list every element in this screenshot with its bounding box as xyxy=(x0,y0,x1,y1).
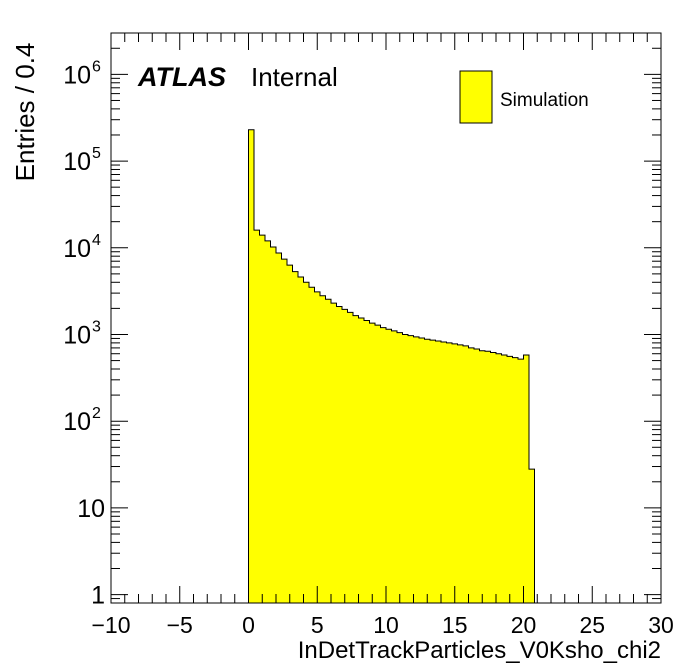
x-tick-label: 10 xyxy=(373,612,399,638)
histogram-bar xyxy=(490,352,497,603)
histogram-bar xyxy=(408,335,414,603)
x-tick-label: 30 xyxy=(648,612,674,638)
histogram-bar xyxy=(276,253,282,603)
histogram-bar xyxy=(254,230,260,604)
histogram-bar xyxy=(529,469,535,603)
histogram-bar xyxy=(375,325,381,603)
internal-label: Internal xyxy=(251,62,338,92)
y-tick-label: 10 xyxy=(77,495,105,523)
histogram-bar xyxy=(265,240,271,603)
legend-label-simulation: Simulation xyxy=(500,90,589,111)
histogram-bar xyxy=(320,295,326,603)
x-tick-label: 5 xyxy=(311,612,324,638)
x-tick-label: 15 xyxy=(442,612,468,638)
histogram-bar xyxy=(314,291,321,603)
histogram-bar xyxy=(463,345,469,603)
histogram-bar xyxy=(391,330,398,603)
histogram-bar xyxy=(364,320,370,603)
x-tick-label: 20 xyxy=(511,612,537,638)
histogram-bar xyxy=(358,317,365,603)
y-tick-exponent: 5 xyxy=(92,145,101,162)
histogram-bar xyxy=(512,357,519,603)
histogram-bar xyxy=(523,354,530,603)
histogram-bar xyxy=(325,299,332,603)
histogram-bar xyxy=(270,247,277,604)
histogram-bar xyxy=(369,323,376,603)
y-tick-label: 10 xyxy=(63,148,91,176)
y-tick-exponent: 4 xyxy=(92,232,101,249)
x-tick-label: −10 xyxy=(91,612,130,638)
histogram-bar xyxy=(496,353,502,603)
x-tick-label: 25 xyxy=(579,612,605,638)
histogram-bar xyxy=(402,334,409,603)
histogram-bar xyxy=(518,359,524,603)
histogram-bar xyxy=(342,309,348,603)
histogram-bar xyxy=(331,303,337,603)
legend: Simulation xyxy=(459,70,589,124)
y-tick-label: 10 xyxy=(63,321,91,349)
atlas-label: ATLAS xyxy=(137,62,226,92)
histogram-bar xyxy=(353,315,359,603)
x-axis-label: InDetTrackParticles_V0Ksho_chi2 xyxy=(298,637,661,664)
histogram-bar xyxy=(303,282,310,603)
histogram-bar xyxy=(281,259,288,603)
histogram-bar xyxy=(347,312,354,603)
histogram-bar xyxy=(424,339,431,603)
histogram-bar xyxy=(474,349,480,603)
histogram-bar xyxy=(287,265,293,603)
histogram-bar xyxy=(441,341,447,603)
legend-swatch-simulation xyxy=(459,70,493,124)
y-tick-label: 10 xyxy=(63,235,91,263)
histogram-bar xyxy=(292,271,299,603)
histogram-bar xyxy=(507,356,513,603)
histogram-bar xyxy=(248,129,255,603)
y-tick-label: 10 xyxy=(63,408,91,436)
histogram-bar xyxy=(430,340,436,603)
histogram-bar xyxy=(468,347,475,603)
histogram-bar xyxy=(485,351,491,603)
histogram-bar xyxy=(397,332,403,603)
histogram-bar xyxy=(452,343,458,603)
histogram-outline xyxy=(248,129,535,603)
y-tick-exponent: 2 xyxy=(92,405,101,422)
histogram-bar xyxy=(419,338,425,603)
y-tick-exponent: 3 xyxy=(92,318,101,335)
axis-ticks xyxy=(110,32,662,604)
histogram-bar xyxy=(413,336,420,603)
x-tick-label: −5 xyxy=(167,612,193,638)
histogram-bar xyxy=(386,329,392,603)
histogram-bar xyxy=(380,327,387,603)
histogram-bars xyxy=(248,129,535,604)
histogram-bar xyxy=(457,344,464,603)
y-tick-label: 1 xyxy=(91,582,105,610)
histogram-bar xyxy=(479,350,486,603)
y-tick-label: 10 xyxy=(63,61,91,89)
histogram-bar xyxy=(501,354,508,603)
histogram-bar xyxy=(336,306,343,603)
x-tick-label: 0 xyxy=(242,612,255,638)
histogram-bar xyxy=(298,277,304,603)
histogram-bar xyxy=(309,287,315,603)
histogram-bar xyxy=(435,341,442,603)
y-tick-exponent: 6 xyxy=(92,58,101,75)
histogram-bar xyxy=(446,342,453,603)
histogram-bar xyxy=(259,235,266,603)
y-axis-label: Entries / 0.4 xyxy=(10,43,40,182)
